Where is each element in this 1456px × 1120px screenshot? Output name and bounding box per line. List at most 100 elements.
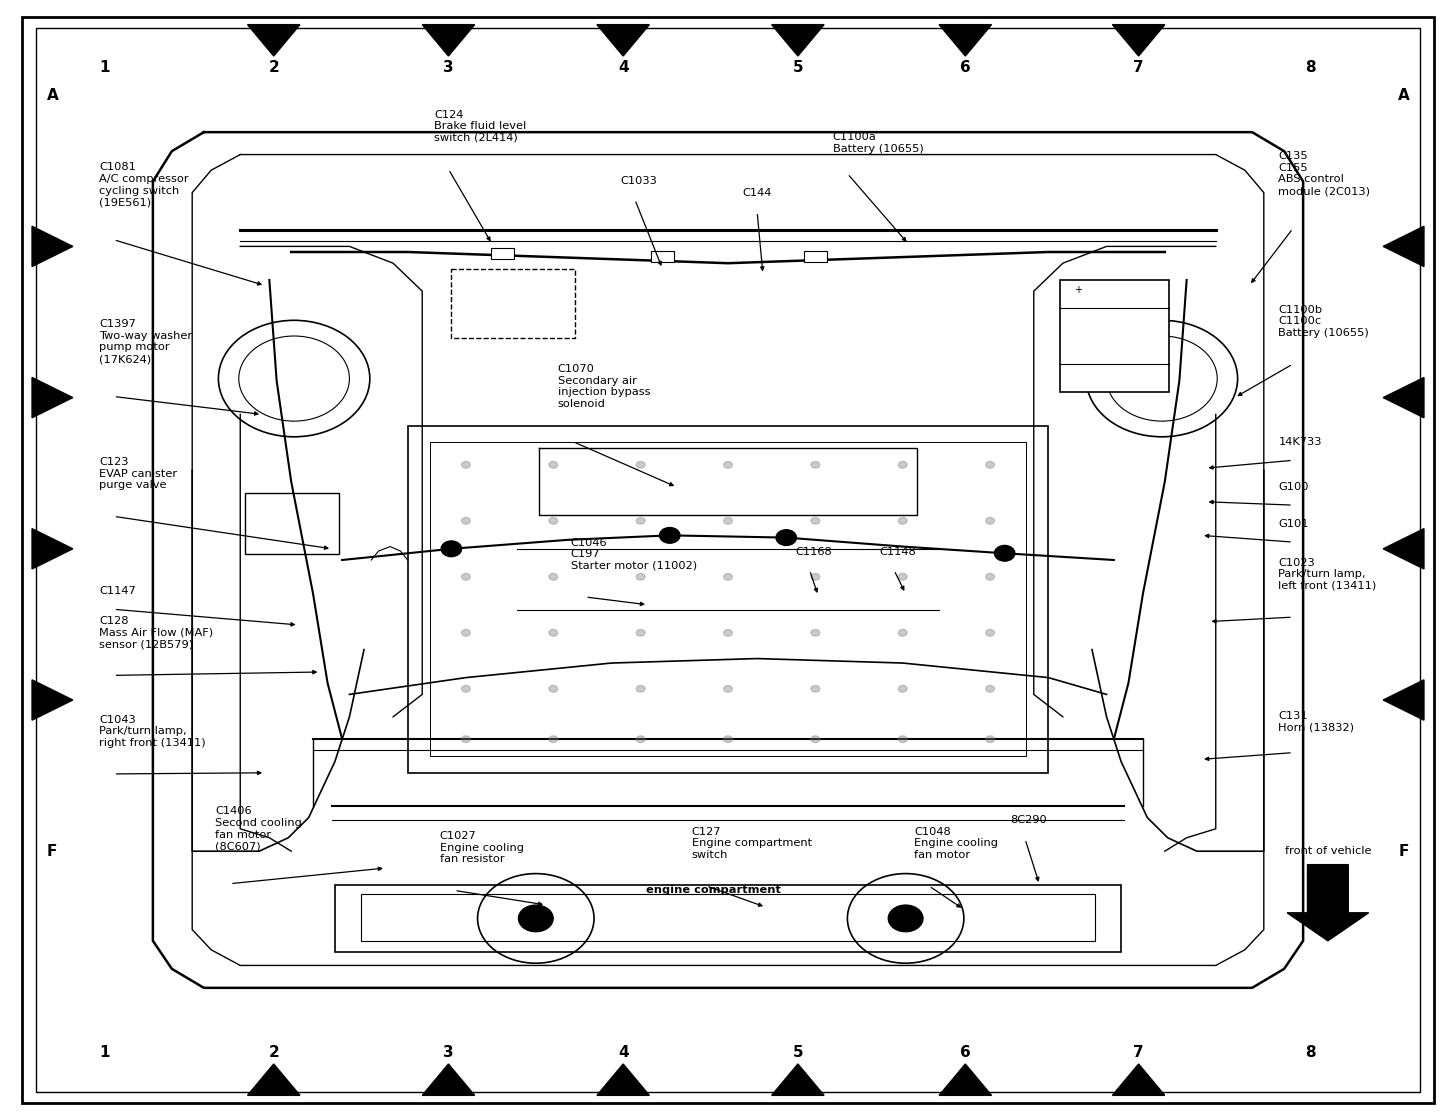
Circle shape xyxy=(462,685,470,692)
Bar xyxy=(245,493,339,554)
Circle shape xyxy=(811,517,820,524)
Circle shape xyxy=(724,517,732,524)
Text: C123
EVAP canister
purge valve: C123 EVAP canister purge valve xyxy=(99,457,178,491)
Polygon shape xyxy=(1383,377,1424,418)
Text: front of vehicle: front of vehicle xyxy=(1284,846,1372,856)
Polygon shape xyxy=(1383,529,1424,569)
Polygon shape xyxy=(32,529,73,569)
Bar xyxy=(804,251,827,262)
Circle shape xyxy=(724,685,732,692)
Polygon shape xyxy=(248,25,300,56)
Circle shape xyxy=(462,573,470,580)
Circle shape xyxy=(811,736,820,743)
Polygon shape xyxy=(597,1064,649,1095)
Circle shape xyxy=(776,530,796,545)
Text: C1048
Engine cooling
fan motor: C1048 Engine cooling fan motor xyxy=(914,827,999,860)
Circle shape xyxy=(549,629,558,636)
Text: 4: 4 xyxy=(617,59,629,75)
Circle shape xyxy=(636,629,645,636)
Text: C131
Horn (13832): C131 Horn (13832) xyxy=(1278,711,1354,732)
Circle shape xyxy=(811,573,820,580)
Text: 3: 3 xyxy=(443,1045,454,1061)
Text: D: D xyxy=(47,541,60,557)
Text: F: F xyxy=(47,843,57,859)
Text: G100: G100 xyxy=(1278,482,1309,492)
Circle shape xyxy=(898,517,907,524)
Circle shape xyxy=(898,685,907,692)
Circle shape xyxy=(441,541,462,557)
Text: 1: 1 xyxy=(99,1045,111,1061)
Text: C1046
C197
Starter motor (11002): C1046 C197 Starter motor (11002) xyxy=(571,538,697,571)
Text: 2: 2 xyxy=(268,59,280,75)
Circle shape xyxy=(549,736,558,743)
Text: C1100b
C1100c
Battery (10655): C1100b C1100c Battery (10655) xyxy=(1278,305,1369,338)
Text: C1168: C1168 xyxy=(795,547,831,557)
Text: F: F xyxy=(1399,843,1409,859)
Circle shape xyxy=(636,461,645,468)
Text: A: A xyxy=(1398,87,1409,103)
Polygon shape xyxy=(1287,865,1369,941)
Polygon shape xyxy=(32,226,73,267)
Text: 1: 1 xyxy=(99,59,111,75)
Text: C1070
Secondary air
injection bypass
solenoid: C1070 Secondary air injection bypass sol… xyxy=(558,364,651,409)
Circle shape xyxy=(888,905,923,932)
Text: +: + xyxy=(1075,286,1082,296)
Text: 3: 3 xyxy=(443,59,454,75)
Circle shape xyxy=(724,629,732,636)
Circle shape xyxy=(549,685,558,692)
Circle shape xyxy=(811,629,820,636)
Circle shape xyxy=(518,905,553,932)
Text: C1081
A/C compressor
cycling switch
(19E561): C1081 A/C compressor cycling switch (19E… xyxy=(99,162,189,207)
Circle shape xyxy=(986,517,994,524)
Circle shape xyxy=(898,573,907,580)
Text: engine compartment: engine compartment xyxy=(646,885,780,895)
Bar xyxy=(430,442,1026,756)
Text: D: D xyxy=(1396,541,1409,557)
Bar xyxy=(451,269,575,338)
Bar xyxy=(408,426,1048,773)
Polygon shape xyxy=(1112,25,1165,56)
Circle shape xyxy=(724,736,732,743)
Text: C128
Mass Air Flow (MAF)
sensor (12B579): C128 Mass Air Flow (MAF) sensor (12B579) xyxy=(99,616,213,650)
Polygon shape xyxy=(939,25,992,56)
Circle shape xyxy=(986,461,994,468)
Polygon shape xyxy=(422,1064,475,1095)
Bar xyxy=(651,251,674,262)
Text: C1043
Park/turn lamp,
right front (13411): C1043 Park/turn lamp, right front (13411… xyxy=(99,715,205,748)
Text: 7: 7 xyxy=(1133,1045,1144,1061)
Text: 14K733: 14K733 xyxy=(1278,437,1322,447)
Bar xyxy=(361,894,1095,941)
Bar xyxy=(491,248,514,259)
Text: 2: 2 xyxy=(268,1045,280,1061)
Circle shape xyxy=(986,685,994,692)
Circle shape xyxy=(636,685,645,692)
Text: C: C xyxy=(47,390,58,405)
Polygon shape xyxy=(772,1064,824,1095)
Polygon shape xyxy=(248,1064,300,1095)
Text: C1033: C1033 xyxy=(620,176,657,186)
Text: 8: 8 xyxy=(1305,1045,1316,1061)
Text: G101: G101 xyxy=(1278,519,1309,529)
Circle shape xyxy=(462,736,470,743)
Polygon shape xyxy=(1383,226,1424,267)
Circle shape xyxy=(462,629,470,636)
Circle shape xyxy=(898,629,907,636)
Circle shape xyxy=(986,629,994,636)
Polygon shape xyxy=(939,1064,992,1095)
Text: C1100a
Battery (10655): C1100a Battery (10655) xyxy=(833,132,923,153)
Circle shape xyxy=(636,517,645,524)
Text: E: E xyxy=(1399,692,1409,708)
Text: 8: 8 xyxy=(1305,59,1316,75)
Polygon shape xyxy=(772,25,824,56)
Polygon shape xyxy=(1383,680,1424,720)
Circle shape xyxy=(549,573,558,580)
Polygon shape xyxy=(597,25,649,56)
Text: C1027
Engine cooling
fan resistor: C1027 Engine cooling fan resistor xyxy=(440,831,524,865)
Text: C1023
Park/turn lamp,
left front (13411): C1023 Park/turn lamp, left front (13411) xyxy=(1278,558,1376,591)
Circle shape xyxy=(462,517,470,524)
Circle shape xyxy=(549,517,558,524)
Circle shape xyxy=(462,461,470,468)
Text: C1406
Second cooling
fan motor
(8C607): C1406 Second cooling fan motor (8C607) xyxy=(215,806,303,851)
Bar xyxy=(335,885,1121,952)
Text: 7: 7 xyxy=(1133,59,1144,75)
